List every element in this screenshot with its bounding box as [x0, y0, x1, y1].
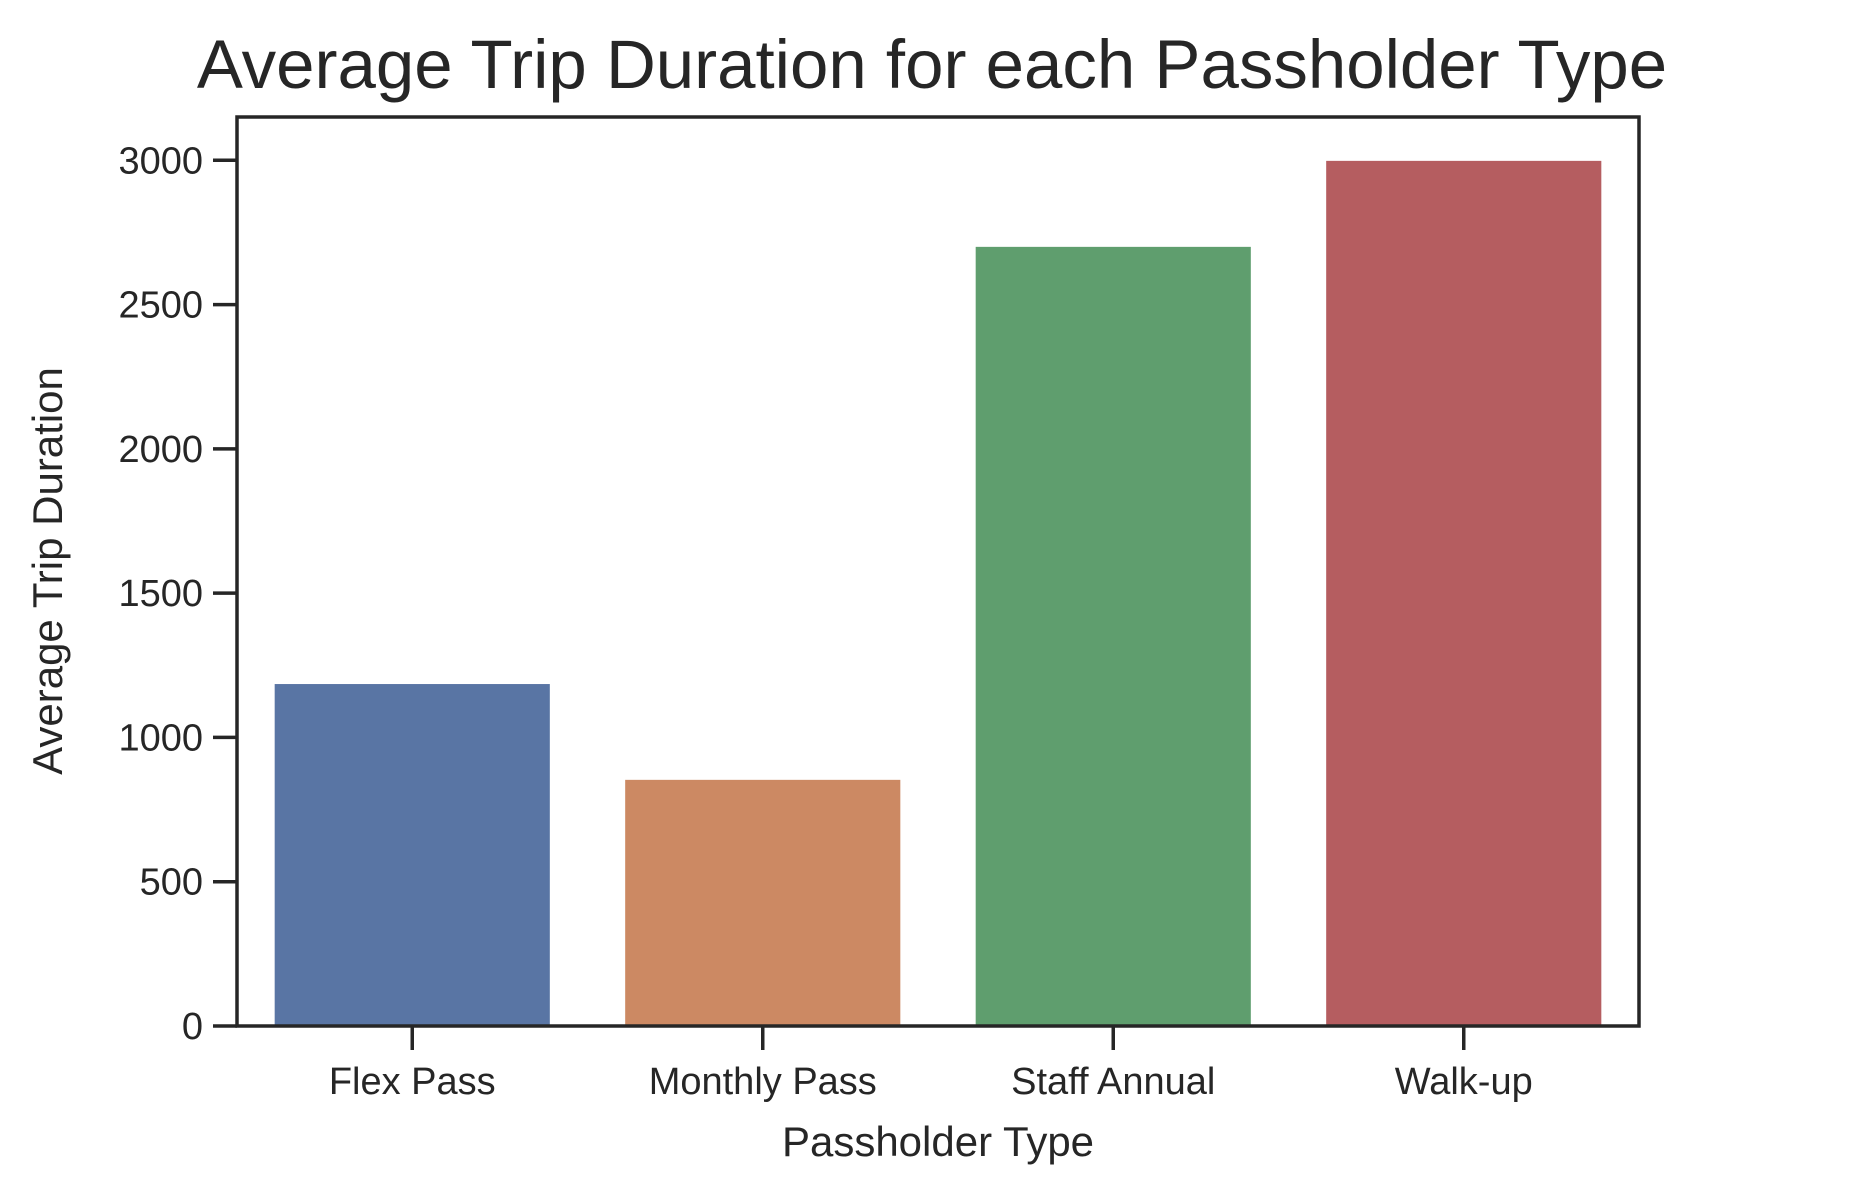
- y-tick-label: 1500: [118, 573, 203, 615]
- y-tick-label: 500: [140, 862, 203, 904]
- bars-layer: [274, 160, 1602, 1026]
- bar-flex-pass: [274, 684, 550, 1026]
- x-tick-label: Staff Annual: [1011, 1061, 1215, 1103]
- y-tick-label: 2500: [118, 285, 203, 327]
- plot-frame: [235, 115, 1641, 1028]
- x-tick-label: Walk-up: [1395, 1061, 1533, 1103]
- bar-walk-up: [1326, 160, 1602, 1026]
- chart-title: Average Trip Duration for each Passholde…: [197, 26, 1667, 103]
- y-tick-label: 2000: [118, 429, 203, 471]
- bar-staff-annual: [975, 246, 1251, 1026]
- x-tick-label: Monthly Pass: [649, 1061, 877, 1103]
- y-tick-label: 1000: [118, 717, 203, 759]
- y-tick-label: 0: [182, 1006, 203, 1048]
- y-axis-label: Average Trip Duration: [24, 367, 71, 775]
- y-axis: 0 500 1000 1500 2000 2500 3000: [118, 140, 237, 1048]
- y-tick-label: 3000: [118, 140, 203, 182]
- x-axis: Flex Pass Monthly Pass Staff Annual Walk-up: [329, 1026, 1533, 1103]
- x-tick-label: Flex Pass: [329, 1061, 496, 1103]
- x-axis-label: Passholder Type: [782, 1118, 1094, 1165]
- bar-monthly-pass: [625, 779, 901, 1026]
